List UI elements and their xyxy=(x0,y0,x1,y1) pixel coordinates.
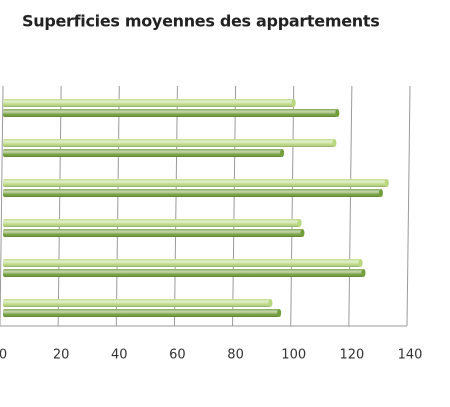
grid-line xyxy=(0,85,4,327)
bar-cap xyxy=(277,309,282,317)
grid-line xyxy=(115,85,120,327)
bar-cap xyxy=(268,299,273,307)
bar-cap xyxy=(297,219,302,227)
grid-line xyxy=(232,85,237,327)
bar-cap xyxy=(291,99,296,107)
bar-highlight xyxy=(3,99,294,107)
grid-line xyxy=(290,85,295,327)
bar-cap xyxy=(358,259,363,267)
x-tick-label: 60 xyxy=(169,348,186,363)
bar-cap xyxy=(332,139,337,147)
x-tick-label: 80 xyxy=(227,348,244,363)
bar-highlight xyxy=(3,219,300,227)
bar-highlight xyxy=(3,259,361,267)
x-tick-label: 140 xyxy=(398,348,423,363)
x-tick-label: 100 xyxy=(281,348,306,363)
grid-line xyxy=(348,85,353,327)
bar-highlight xyxy=(3,189,381,197)
bar-cap xyxy=(280,149,285,157)
grid-line xyxy=(406,85,411,327)
bar-highlight xyxy=(3,149,283,157)
x-tick-label: 0 xyxy=(0,348,7,363)
bar-highlight xyxy=(3,299,271,307)
bar-highlight xyxy=(3,269,364,277)
bar-highlight xyxy=(3,109,338,117)
chart-title: Superficies moyennes des appartements xyxy=(22,12,379,31)
grid-line xyxy=(173,85,178,327)
bar-highlight xyxy=(3,139,335,147)
bar-highlight xyxy=(3,309,280,317)
x-tick-label: 120 xyxy=(339,348,364,363)
bar-highlight xyxy=(3,179,387,187)
bar-cap xyxy=(378,189,383,197)
bar-cap xyxy=(335,109,340,117)
x-tick-label: 20 xyxy=(53,348,70,363)
bar-cap xyxy=(361,269,366,277)
bar-cap xyxy=(300,229,305,237)
grid-line xyxy=(57,85,62,327)
x-tick-label: 40 xyxy=(111,348,128,363)
bar-highlight xyxy=(3,229,303,237)
bar-cap xyxy=(384,179,389,187)
